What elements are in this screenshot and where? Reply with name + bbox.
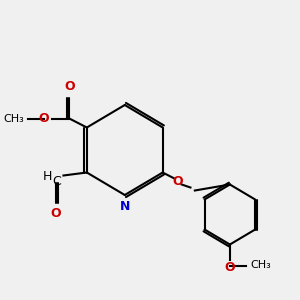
Text: N: N [120,200,130,212]
Text: O: O [64,80,75,93]
Text: O: O [38,112,49,125]
Text: O: O [225,261,235,274]
Text: C: C [52,175,61,188]
Text: H: H [42,170,52,184]
Text: CH₃: CH₃ [3,113,24,124]
Text: O: O [51,207,62,220]
Text: O: O [172,175,183,188]
Text: CH₃: CH₃ [250,260,271,271]
